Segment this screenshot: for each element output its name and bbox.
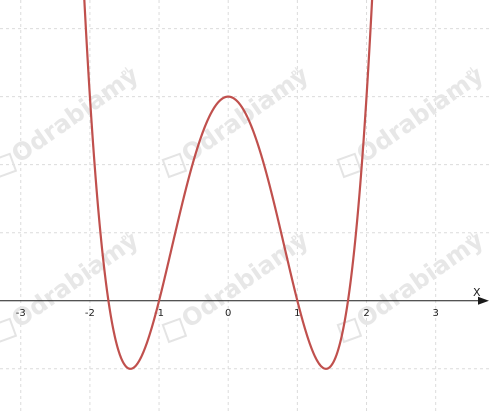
- watermark-logo: Odrabiamy.pl: [161, 226, 314, 344]
- x-tick-label: -2: [85, 308, 95, 319]
- x-axis-arrow-icon: [478, 296, 489, 305]
- watermark-pencil-icon: [0, 317, 18, 344]
- watermark-pencil-icon: [336, 152, 363, 179]
- watermark-pencil-icon: [161, 317, 188, 344]
- x-tick-label: 3: [432, 308, 438, 319]
- watermark-logo: Odrabiamy.pl: [161, 61, 314, 179]
- watermark-logo: Odrabiamy.pl: [336, 61, 489, 179]
- watermark-logo: Odrabiamy.pl: [0, 61, 144, 179]
- x-tick-label: 2: [363, 308, 369, 319]
- x-tick-label: 1: [294, 308, 300, 319]
- x-axis-label: X: [473, 286, 481, 299]
- x-tick-label: -1: [154, 308, 164, 319]
- watermark-pencil-icon: [0, 152, 18, 179]
- series-line: [83, 0, 374, 370]
- watermark-logo: Odrabiamy.pl: [0, 226, 144, 344]
- watermark-pencil-icon: [161, 152, 188, 179]
- watermark-pencil-icon: [336, 317, 363, 344]
- axes: X: [0, 286, 489, 305]
- watermark-layer: Odrabiamy.pl Odrabiamy.pl Odrabiamy.plOdra…: [0, 61, 489, 344]
- x-tick-label: -3: [16, 308, 26, 319]
- x-tick-labels: -3 -2 -1 0 1 2 3: [16, 308, 439, 319]
- x-tick-label: 0: [225, 308, 231, 319]
